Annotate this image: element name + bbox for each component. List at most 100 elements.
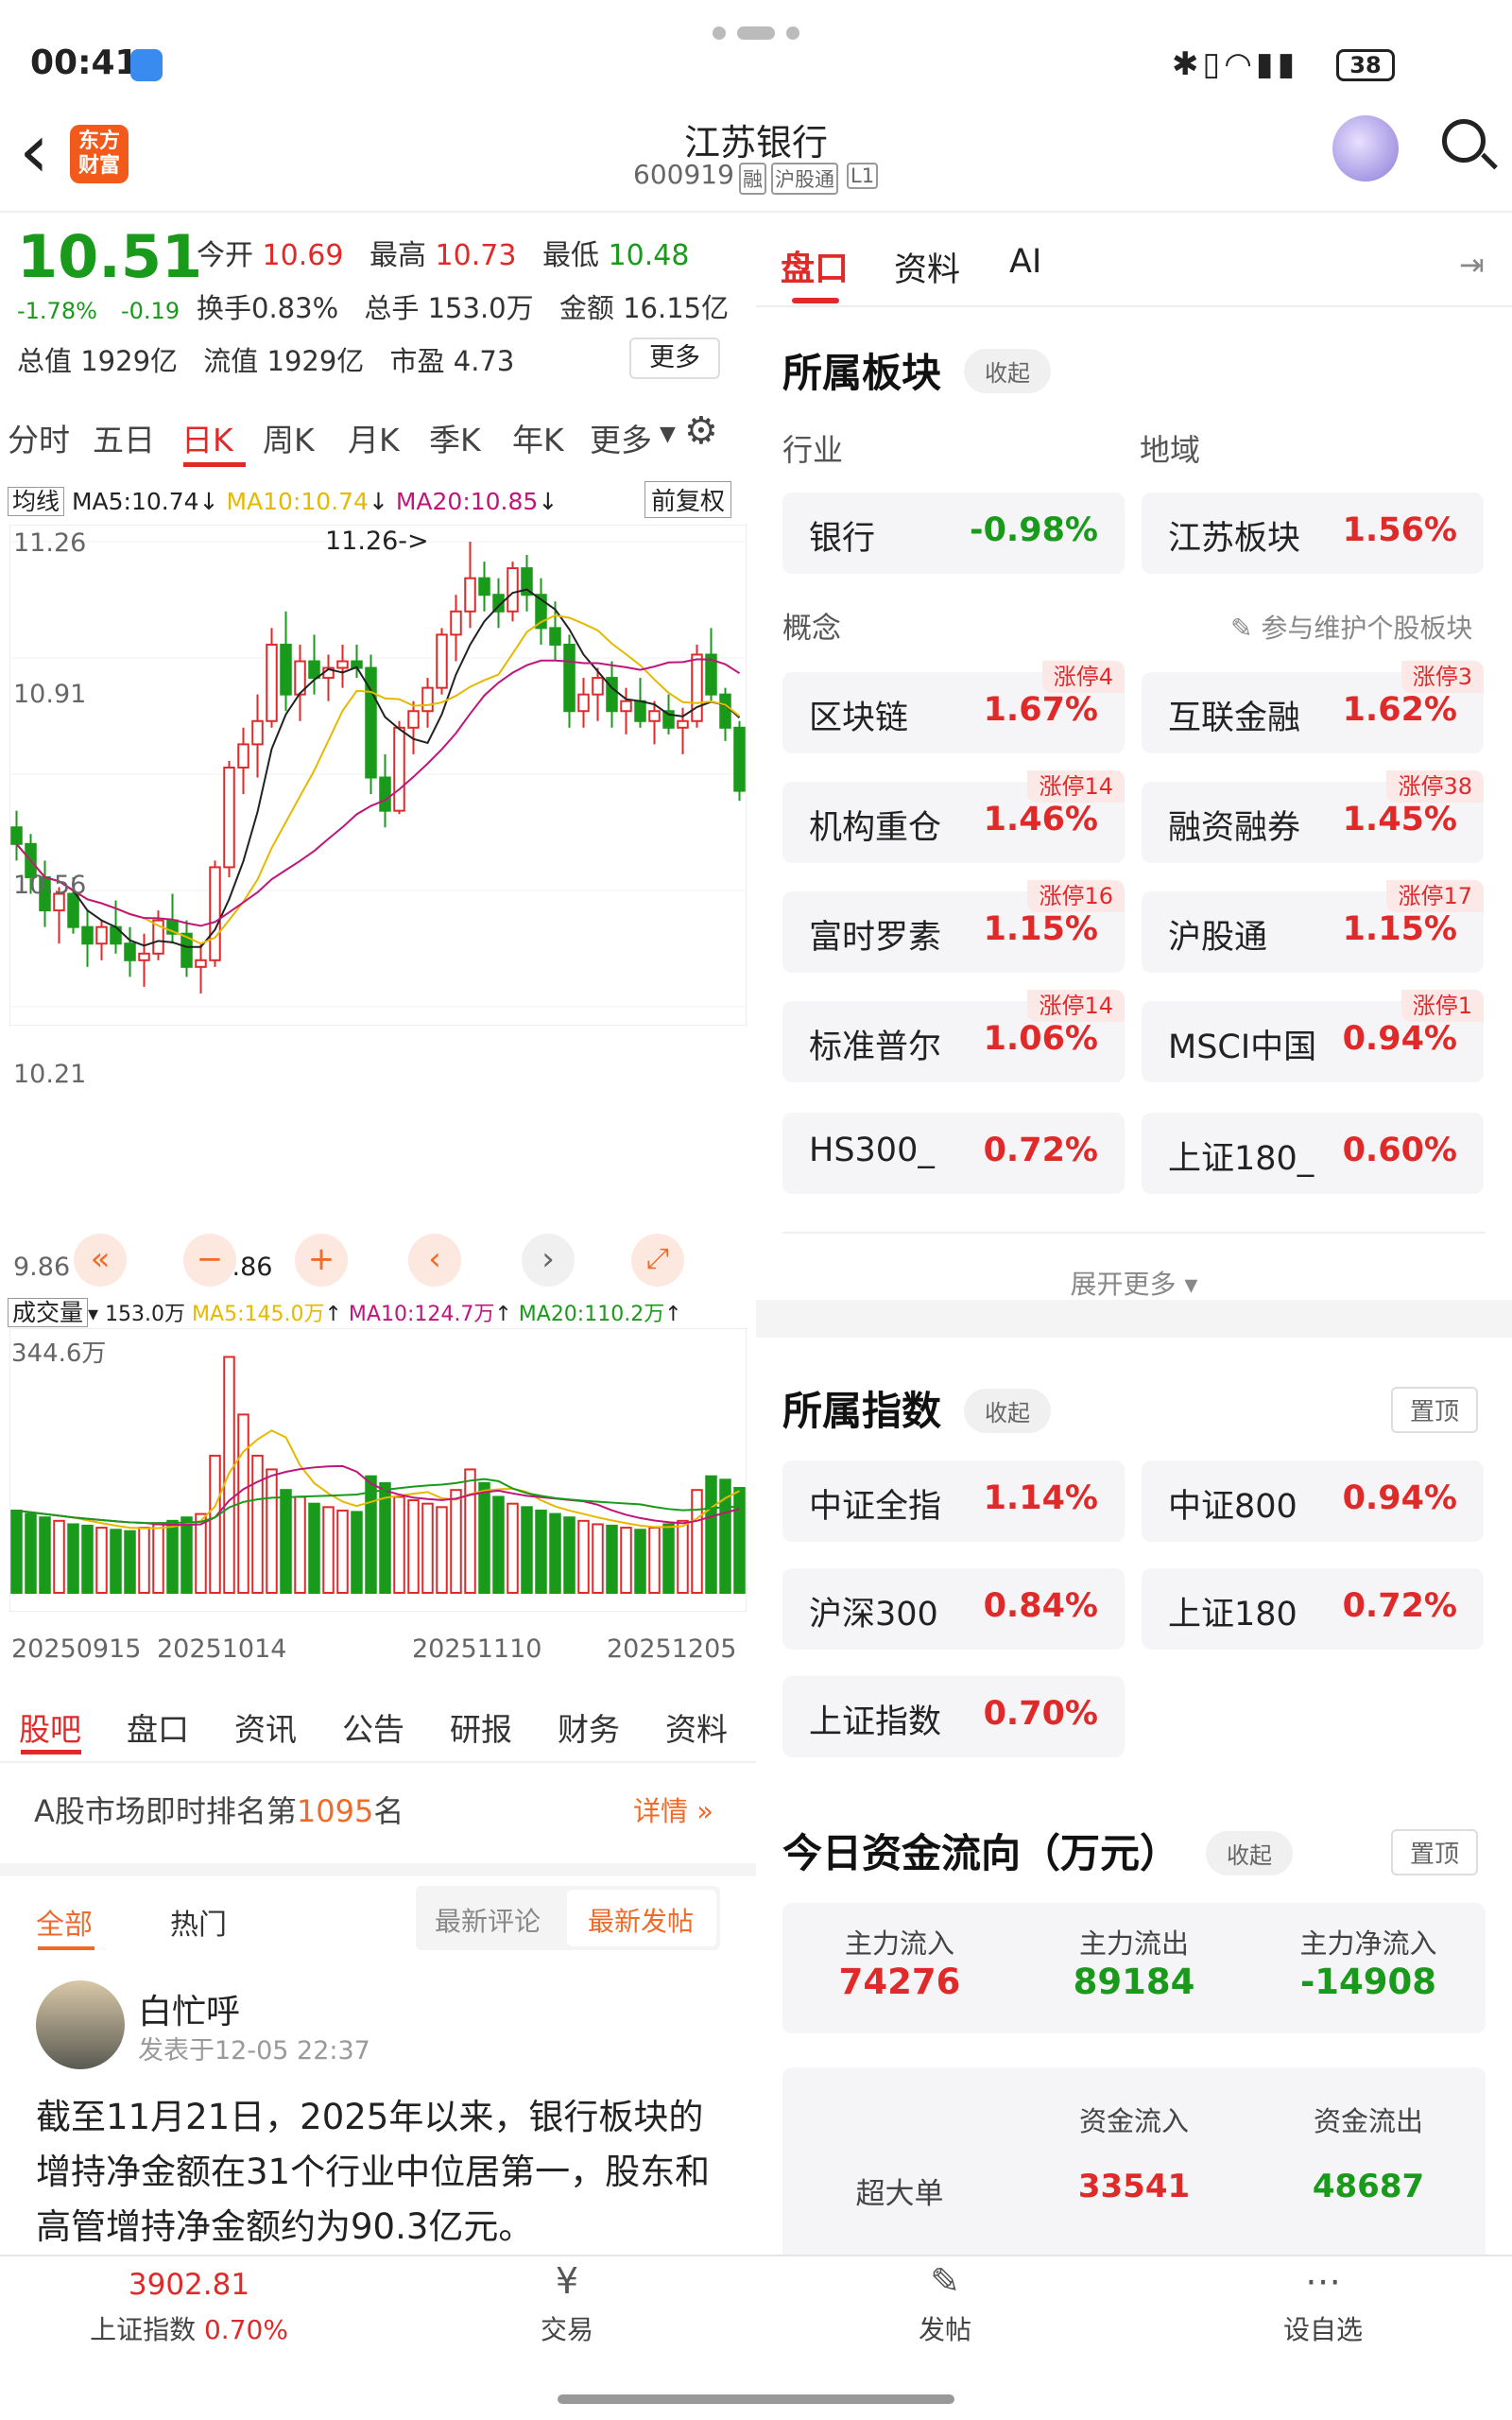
scroll-right-button[interactable]: › [522,1234,575,1287]
concept-tile[interactable]: 富时罗素 1.15% 涨停16 [782,880,1125,973]
tab-month-k[interactable]: 月K [348,422,400,458]
post-time: 发表于12-05 22:37 [138,2036,370,2066]
volume-bar [180,1516,193,1594]
industry-tile[interactable]: 银行 -0.98% [782,493,1125,574]
concept-tile[interactable]: 沪股通 1.15% 涨停17 [1142,880,1484,973]
volume-bar [124,1530,136,1594]
drag-handle[interactable] [713,26,799,40]
concept-tile[interactable]: 互联金融 1.62% 涨停3 [1142,661,1484,753]
index-fold-button[interactable]: 收起 [964,1389,1051,1433]
volume-bar [322,1506,335,1595]
compose-icon[interactable]: ✎ [930,2260,960,2302]
tab-more[interactable]: 更多 [590,422,652,458]
tab-week-k[interactable]: 周K [263,422,315,458]
sort-latest-post[interactable]: 最新发帖 [588,1906,695,1937]
volume-bar [549,1512,561,1594]
candle-body [209,866,221,961]
candle-body [733,726,746,792]
divider [0,1863,756,1876]
filter-all[interactable]: 全部 [36,1909,93,1942]
concept-tile[interactable]: 标准普尔 1.06% 涨停14 [782,990,1125,1082]
volume-bar [648,1527,661,1594]
tab-finance[interactable]: 财务 [558,1711,620,1748]
tab-profile[interactable]: 资料 [665,1711,728,1748]
date-label-2: 20251014 [157,1634,287,1664]
candle-body [507,567,519,613]
scroll-start-button[interactable]: « [74,1234,127,1287]
volume-bar [280,1489,292,1594]
back-icon[interactable]: ‹ [19,107,49,195]
more-button[interactable]: 更多 [629,337,720,379]
trade-button[interactable]: 交易 [540,2314,593,2345]
gear-icon[interactable]: ⚙ [684,409,718,453]
filter-hot[interactable]: 热门 [170,1909,227,1942]
sort-latest-reply[interactable]: 最新评论 [435,1906,541,1937]
add-watchlist-button[interactable]: 设自选 [1282,2314,1363,2345]
tab-announcements[interactable]: 公告 [342,1711,404,1748]
tab-news[interactable]: 资讯 [234,1711,297,1748]
index-tile[interactable]: 上证180 0.72% [1142,1568,1484,1650]
watchlist-icon[interactable]: ⋯ [1305,2260,1341,2302]
index-tile[interactable]: 中证800 0.94% [1142,1461,1484,1542]
index-pin-button[interactable]: 置顶 [1391,1387,1479,1433]
fullscreen-button[interactable]: ⤢ [631,1234,684,1287]
scroll-left-button[interactable]: ‹ [408,1234,461,1287]
ma-selector[interactable]: 均线 [8,487,65,516]
flow-pin-button[interactable]: 置顶 [1391,1829,1479,1876]
tab-season-k[interactable]: 季K [429,422,481,458]
volume-bar [195,1512,207,1594]
post-author[interactable]: 白忙呼 [138,1993,241,2031]
tab-profile-right[interactable]: 资料 [894,251,961,289]
avatar[interactable] [36,1980,125,2069]
candle-body [648,710,661,722]
maintain-link[interactable]: ✎ 参与维护个股板块 [1230,613,1473,644]
app-header: ‹ 东方 财富 江苏银行 600919 融 沪股通 L1 [0,104,1512,213]
concept-tile[interactable]: 上证180_ 0.60% [1142,1113,1484,1194]
volume-ma10-line [16,1464,740,1527]
index-name[interactable]: 上证指数 0.70% [90,2314,288,2345]
concept-tile[interactable]: 机构重仓 1.46% 涨停14 [782,770,1125,863]
expand-more-button[interactable]: 展开更多 ▾ [1070,1269,1198,1300]
zoom-out-button[interactable]: − [183,1234,236,1287]
tab-ai[interactable]: AI [1009,243,1042,281]
concept-tile[interactable]: 区块链 1.67% 涨停4 [782,661,1125,753]
tab-minute[interactable]: 分时 [8,422,70,458]
index-tile[interactable]: 上证指数 0.70% [782,1676,1125,1757]
right-panel: 盘口 资料 AI ⇥ 所属板块 收起 行业 地域 银行 -0.98% 江苏板块 1.… [756,213,1512,2275]
index-value[interactable]: 3902.81 [128,2268,250,2302]
robot-assistant-icon[interactable] [1332,115,1399,182]
adjust-mode-button[interactable]: 前复权 [644,481,732,518]
zoom-in-button[interactable]: + [295,1234,348,1287]
concept-tile[interactable]: 融资融券 1.45% 涨停38 [1142,770,1484,863]
candle-body [152,919,164,955]
tab-forum[interactable]: 股吧 [19,1711,81,1748]
tab-orderbook-right[interactable]: 盘口 [781,250,850,288]
post-button[interactable]: 发帖 [918,2314,971,2345]
bottom-bar: 3902.81 上证指数 0.70% ¥ 交易 ✎ 发帖 ⋯ 设自选 [0,2255,1512,2420]
trade-icon[interactable]: ¥ [555,2260,579,2302]
candle-body [223,766,235,869]
concept-tile[interactable]: MSCI中国 0.94% 涨停1 [1142,990,1484,1082]
kline-chart[interactable] [9,525,747,1026]
volume-bar [393,1495,405,1594]
post-content[interactable]: 截至11月21日，2025年以来，银行板块的增持净金额在31个行业中位居第一，股… [36,2097,711,2247]
volume-selector[interactable]: 成交量 [8,1298,89,1327]
tab-orderbook[interactable]: 盘口 [127,1711,189,1748]
concept-tile[interactable]: HS300_ 0.72% [782,1113,1125,1194]
tab-research[interactable]: 研报 [450,1711,512,1748]
volume-bar [294,1495,306,1594]
candle-body [251,719,264,746]
volume-chart[interactable] [9,1328,747,1612]
flow-fold-button[interactable]: 收起 [1206,1831,1293,1876]
collapse-panel-icon[interactable]: ⇥ [1459,247,1485,283]
rank-detail-link[interactable]: 详情 » [633,1795,713,1827]
tab-day-k[interactable]: 日K [181,422,233,458]
index-tile[interactable]: 中证全指 1.14% [782,1461,1125,1542]
sector-fold-button[interactable]: 收起 [964,349,1051,393]
search-icon[interactable] [1442,119,1486,163]
tab-five-day[interactable]: 五日 [93,422,155,458]
candle-body [138,952,150,961]
tab-year-k[interactable]: 年K [512,422,564,458]
index-tile[interactable]: 沪深300 0.84% [782,1568,1125,1650]
region-tile[interactable]: 江苏板块 1.56% [1142,493,1484,574]
